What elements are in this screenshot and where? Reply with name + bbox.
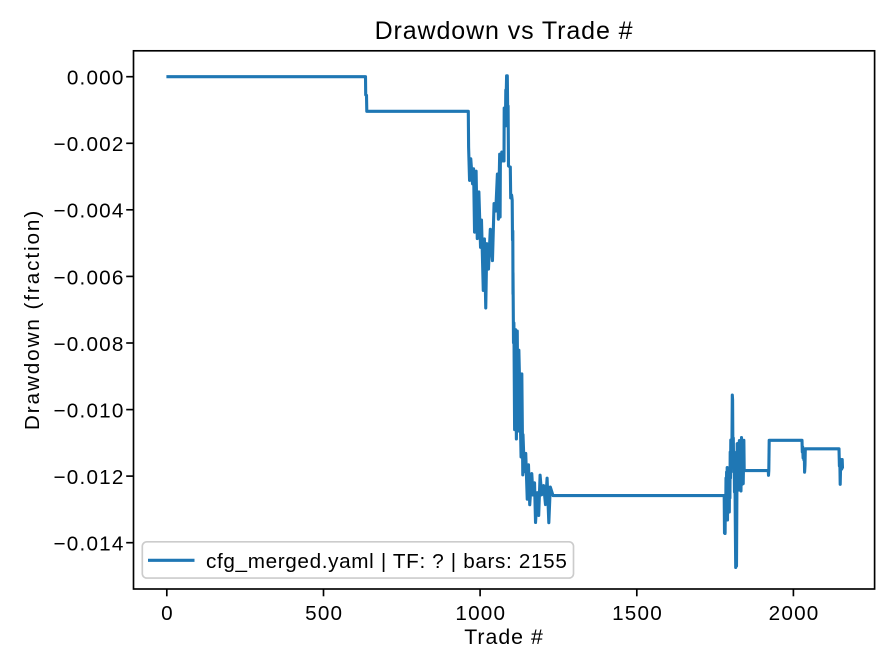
svg-text:−0.004: −0.004 (54, 200, 125, 223)
svg-text:Trade #: Trade # (464, 625, 544, 649)
svg-text:Drawdown (fraction): Drawdown (fraction) (21, 209, 44, 430)
svg-text:cfg_merged.yaml | TF: ? | bars: cfg_merged.yaml | TF: ? | bars: 2155 (206, 550, 567, 573)
svg-text:1500: 1500 (612, 602, 663, 625)
svg-text:−0.014: −0.014 (54, 533, 125, 556)
svg-text:Drawdown vs Trade #: Drawdown vs Trade # (375, 17, 634, 45)
svg-text:2000: 2000 (769, 602, 820, 625)
svg-text:0.000: 0.000 (67, 67, 125, 90)
svg-text:1000: 1000 (455, 602, 506, 625)
svg-text:0: 0 (161, 602, 174, 625)
svg-text:−0.010: −0.010 (54, 399, 125, 422)
svg-text:−0.002: −0.002 (54, 133, 125, 156)
svg-text:−0.008: −0.008 (54, 333, 125, 356)
svg-text:−0.006: −0.006 (54, 266, 125, 289)
svg-text:−0.012: −0.012 (54, 466, 125, 489)
svg-text:500: 500 (305, 602, 343, 625)
